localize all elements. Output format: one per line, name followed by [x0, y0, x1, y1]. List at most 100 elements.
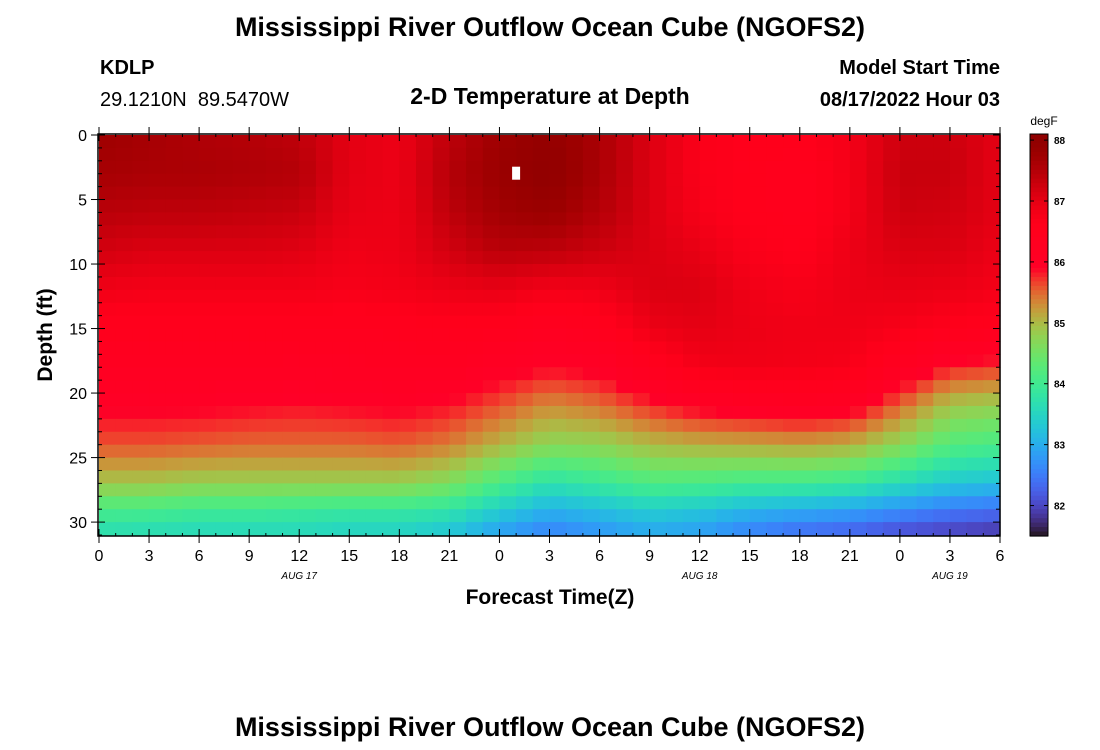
heatmap-cell	[499, 315, 517, 330]
heatmap-cell	[849, 199, 868, 214]
heatmap-cell	[666, 457, 684, 472]
heatmap-cell	[949, 380, 968, 394]
heatmap-cell	[833, 470, 851, 484]
heatmap-cell	[249, 457, 267, 472]
heatmap-cell	[983, 341, 1001, 355]
heatmap-cell	[783, 212, 801, 226]
x-tick-label: 15	[741, 548, 759, 565]
heatmap-cell	[949, 405, 968, 420]
heatmap-cell	[482, 341, 501, 355]
heatmap-cell	[99, 315, 117, 330]
heatmap-cell	[299, 289, 317, 304]
heatmap-cell	[632, 289, 651, 304]
heatmap-cell	[449, 444, 467, 459]
heatmap-cell	[849, 238, 868, 252]
heatmap-cell	[315, 302, 334, 317]
heatmap-cell	[349, 380, 367, 394]
heatmap-cell	[182, 212, 200, 226]
colorbar-segment	[1030, 290, 1048, 296]
heatmap-cell	[566, 302, 584, 317]
heatmap-cell	[282, 238, 300, 252]
heatmap-cell	[249, 289, 267, 304]
heatmap-cell	[716, 328, 734, 343]
heatmap-cell	[199, 212, 217, 226]
heatmap-cell	[532, 341, 551, 355]
heatmap-cell	[849, 135, 868, 149]
colorbar-segment	[1030, 326, 1048, 332]
heatmap-cell	[799, 354, 818, 368]
heatmap-cell	[649, 302, 667, 317]
heatmap-cell	[699, 289, 717, 304]
heatmap-cell	[265, 470, 284, 484]
heatmap-cell	[149, 135, 167, 149]
heatmap-cell	[983, 289, 1001, 304]
heatmap-cell	[132, 328, 150, 343]
colorbar-segment	[1030, 531, 1048, 537]
heatmap-cell	[215, 431, 234, 446]
heatmap-cell	[132, 238, 150, 252]
heatmap-cell	[232, 173, 250, 188]
heatmap-cell	[382, 135, 400, 149]
heatmap-cell	[899, 341, 918, 355]
colorbar-segment	[1030, 142, 1048, 148]
heatmap-cell	[766, 380, 784, 394]
heatmap-cell	[349, 264, 367, 278]
heatmap-cell	[532, 160, 551, 175]
heatmap-cell	[799, 160, 818, 175]
heatmap-cell	[866, 276, 884, 291]
heatmap-cell	[816, 457, 834, 472]
heatmap-cell	[883, 522, 901, 536]
heatmap-cell	[866, 212, 884, 226]
heatmap-cell	[916, 302, 934, 317]
heatmap-cell	[449, 147, 467, 162]
heatmap-cell	[749, 238, 768, 252]
heatmap-cell	[215, 225, 234, 239]
heatmap-cell	[516, 341, 534, 355]
heatmap-cell	[382, 289, 400, 304]
heatmap-cell	[933, 289, 951, 304]
heatmap-cell	[149, 315, 167, 330]
heatmap-cell	[299, 160, 317, 175]
heatmap-cell	[349, 135, 367, 149]
heatmap-cell	[783, 418, 801, 433]
heatmap-cell	[632, 509, 651, 523]
heatmap-cell	[733, 199, 751, 214]
heatmap-cell	[315, 509, 334, 523]
heatmap-cell	[816, 225, 834, 239]
colorbar-segment	[1030, 268, 1048, 274]
heatmap-cell	[566, 276, 584, 291]
heatmap-cell	[666, 431, 684, 446]
heatmap-cell	[783, 135, 801, 149]
heatmap-cell	[182, 251, 200, 265]
heatmap-cell	[332, 315, 350, 330]
heatmap-cell	[883, 444, 901, 459]
heatmap-cell	[332, 354, 350, 368]
heatmap-cell	[115, 289, 133, 304]
heatmap-cell	[632, 405, 651, 420]
heatmap-cell	[966, 160, 984, 175]
heatmap-cell	[766, 302, 784, 317]
heatmap-cell	[365, 341, 384, 355]
heatmap-cell	[382, 522, 400, 536]
heatmap-cell	[733, 173, 751, 188]
heatmap-cell	[315, 238, 334, 252]
heatmap-cell	[799, 405, 818, 420]
heatmap-cell	[816, 328, 834, 343]
heatmap-cell	[682, 380, 701, 394]
heatmap-cell	[799, 457, 818, 472]
heatmap-cell	[249, 509, 267, 523]
heatmap-cell	[349, 173, 367, 188]
heatmap-cell	[416, 212, 434, 226]
heatmap-cell	[482, 328, 501, 343]
heatmap-cell	[916, 264, 934, 278]
heatmap-cell	[165, 367, 184, 381]
x-tick-label: 6	[996, 548, 1005, 565]
heatmap-cell	[649, 186, 667, 201]
colorbar-segment	[1030, 312, 1048, 318]
heatmap-cell	[699, 509, 717, 523]
heatmap-cell	[666, 251, 684, 265]
heatmap-cell	[949, 418, 968, 433]
heatmap-cell	[165, 444, 184, 459]
heatmap-cell	[349, 289, 367, 304]
heatmap-cell	[566, 418, 584, 433]
